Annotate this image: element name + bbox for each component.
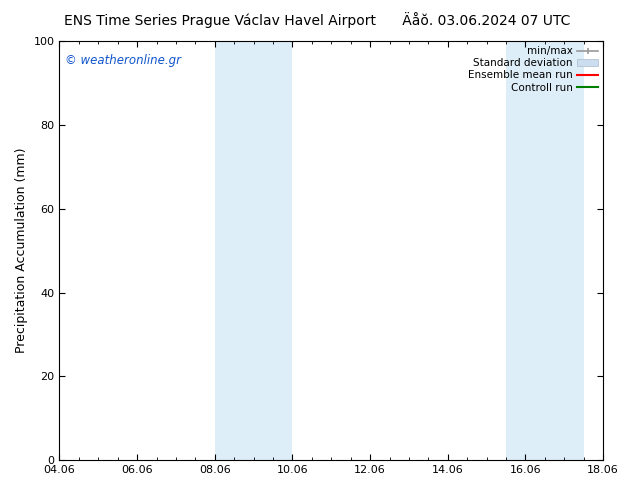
Bar	[545, 41, 584, 460]
Text: © weatheronline.gr: © weatheronline.gr	[65, 53, 181, 67]
Bar	[254, 41, 292, 460]
Bar	[506, 41, 545, 460]
Text: ENS Time Series Prague Václav Havel Airport      Äåŏ. 03.06.2024 07 UTC: ENS Time Series Prague Václav Havel Airp…	[64, 12, 570, 28]
Legend: min/max, Standard deviation, Ensemble mean run, Controll run: min/max, Standard deviation, Ensemble me…	[468, 46, 598, 93]
Bar	[215, 41, 254, 460]
Y-axis label: Precipitation Accumulation (mm): Precipitation Accumulation (mm)	[15, 148, 28, 353]
